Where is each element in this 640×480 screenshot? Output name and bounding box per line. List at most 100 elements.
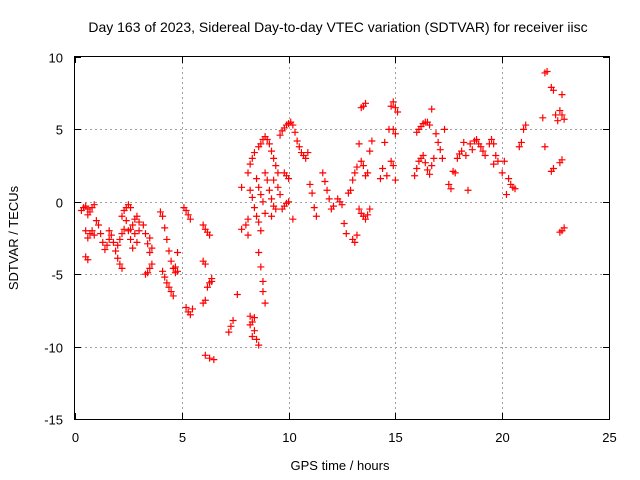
data-point xyxy=(552,111,560,119)
data-point xyxy=(127,235,135,243)
data-point xyxy=(144,240,152,248)
data-point xyxy=(308,189,316,197)
data-point xyxy=(325,195,333,203)
x-tick-label: 10 xyxy=(282,430,296,445)
data-point xyxy=(159,212,167,220)
data-point xyxy=(146,234,154,242)
data-point xyxy=(131,230,139,238)
data-point xyxy=(511,185,519,193)
data-point xyxy=(391,176,399,184)
data-point xyxy=(285,198,293,206)
x-tick-label: 15 xyxy=(388,430,402,445)
data-point xyxy=(389,162,397,170)
data-point xyxy=(257,140,265,148)
data-point xyxy=(97,230,105,238)
data-point xyxy=(263,176,271,184)
data-point xyxy=(261,209,269,217)
data-point xyxy=(428,105,436,113)
data-point xyxy=(206,231,214,239)
data-point xyxy=(323,186,331,194)
data-point xyxy=(351,238,359,246)
data-point xyxy=(306,180,314,188)
data-point xyxy=(148,244,156,252)
data-point xyxy=(255,341,263,349)
data-point xyxy=(186,215,194,223)
data-point xyxy=(488,136,496,144)
data-point xyxy=(248,332,256,340)
data-point xyxy=(225,328,233,336)
data-point xyxy=(451,169,459,177)
data-point xyxy=(274,169,282,177)
data-point xyxy=(253,212,261,220)
data-point xyxy=(289,121,297,129)
data-point xyxy=(114,241,122,249)
data-point xyxy=(411,172,419,180)
data-point xyxy=(447,185,455,193)
data-point xyxy=(554,117,562,125)
data-point xyxy=(391,104,399,112)
data-point xyxy=(462,151,470,159)
data-point xyxy=(304,149,312,157)
data-point xyxy=(556,107,564,115)
data-point xyxy=(466,140,474,148)
data-point xyxy=(238,183,246,191)
y-tick-label: -15 xyxy=(44,413,63,428)
data-point xyxy=(201,351,209,359)
data-point xyxy=(276,191,284,199)
data-point xyxy=(259,277,267,285)
data-point xyxy=(479,147,487,155)
data-point xyxy=(133,238,141,246)
data-point xyxy=(473,136,481,144)
data-point xyxy=(436,146,444,154)
data-point xyxy=(272,162,280,170)
data-point xyxy=(381,138,389,146)
data-point xyxy=(116,235,124,243)
data-point xyxy=(368,137,376,145)
data-point xyxy=(174,248,182,256)
data-point xyxy=(246,160,254,168)
data-point xyxy=(383,172,391,180)
data-point xyxy=(319,169,327,177)
data-point xyxy=(353,231,361,239)
tick-labels: 0 5 10 15 20 25 -15 -10 -5 0 5 10 xyxy=(44,51,617,446)
data-point xyxy=(351,169,359,177)
y-tick-label: 10 xyxy=(49,51,63,66)
data-point xyxy=(285,175,293,183)
data-point xyxy=(342,230,350,238)
data-point xyxy=(118,230,126,238)
data-point xyxy=(426,170,434,178)
data-point xyxy=(366,147,374,155)
data-point xyxy=(246,312,254,320)
data-point xyxy=(259,288,267,296)
data-point xyxy=(310,204,318,212)
data-point xyxy=(120,225,128,233)
data-point xyxy=(426,121,434,129)
data-point xyxy=(84,211,92,219)
data-point xyxy=(122,217,130,225)
data-point xyxy=(394,108,402,116)
data-point xyxy=(490,140,498,148)
grid-lines xyxy=(75,57,609,419)
data-point xyxy=(146,264,154,272)
data-point xyxy=(203,283,211,291)
data-point xyxy=(445,180,453,188)
y-tick-label: 0 xyxy=(56,196,63,211)
data-point xyxy=(430,154,438,162)
data-point xyxy=(250,327,258,335)
data-point xyxy=(233,290,241,298)
data-point xyxy=(366,205,374,213)
data-point xyxy=(127,225,135,233)
data-point xyxy=(453,154,461,162)
data-point xyxy=(274,183,282,191)
data-point xyxy=(423,166,431,174)
data-point xyxy=(208,277,216,285)
data-point xyxy=(291,128,299,136)
y-axis-label: SDTVAR / TECUs xyxy=(6,185,21,290)
data-point xyxy=(165,283,173,291)
data-point xyxy=(246,321,254,329)
data-point xyxy=(389,98,397,106)
data-point xyxy=(92,217,100,225)
data-point xyxy=(558,111,566,119)
data-point xyxy=(349,176,357,184)
data-point xyxy=(257,263,265,271)
